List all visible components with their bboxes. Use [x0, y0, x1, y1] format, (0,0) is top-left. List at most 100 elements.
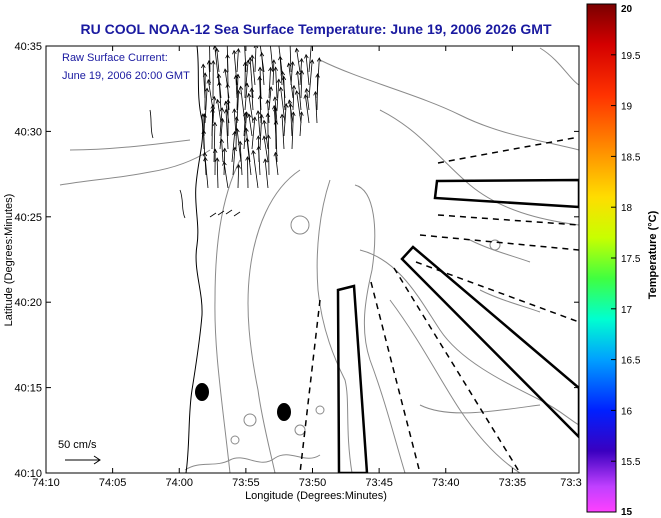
current-vector-head [299, 57, 304, 63]
current-vector-head [245, 156, 250, 161]
current-vector-head [246, 92, 252, 98]
x-axis-label: Longitude (Degrees:Minutes) [245, 490, 387, 502]
current-vector [249, 57, 254, 99]
current-vector [251, 55, 256, 86]
current-vector [235, 117, 238, 150]
current-vector-head [265, 99, 270, 104]
x-tick-label: 73:50 [299, 477, 327, 489]
current-vector [274, 107, 277, 150]
current-vector [268, 86, 272, 111]
current-vector-head [204, 87, 210, 93]
current-vector-head [223, 108, 229, 114]
current-vector [300, 70, 303, 99]
current-vector-head [232, 130, 237, 136]
colorbar-tick-label: 19 [621, 102, 633, 113]
x-tick-label: 73:45 [365, 477, 393, 489]
x-tick-label: 73:3 [560, 477, 581, 489]
current-vector [279, 56, 283, 86]
current-vector-head [247, 56, 253, 62]
current-vector-head [208, 40, 212, 44]
current-vector-head [315, 73, 320, 78]
colorbar-tick-label: 17 [621, 305, 633, 316]
station-marker [277, 403, 291, 421]
current-vector-head [250, 54, 255, 60]
colorbar-tick-label: 17.5 [621, 254, 641, 265]
current-vector-head [225, 41, 229, 45]
current-vector-head [294, 90, 300, 95]
current-vector-head [232, 146, 237, 152]
current-vector-head [242, 61, 248, 67]
current-vector-head [223, 68, 228, 74]
current-vector-head [236, 89, 241, 95]
study-boxes [336, 178, 579, 473]
current-vector [246, 138, 252, 176]
current-vector [204, 157, 209, 189]
current-vector [211, 108, 213, 150]
current-vector-head [233, 74, 239, 80]
current-vector [306, 88, 310, 111]
current-vector-head [219, 107, 225, 112]
current-vector [243, 112, 246, 137]
current-vector [259, 67, 262, 99]
current-vector-head [243, 39, 247, 43]
current-vector [213, 122, 216, 163]
current-vector [204, 88, 208, 124]
current-vector-head [225, 83, 230, 88]
current-vector [297, 71, 302, 111]
current-vector [233, 211, 241, 217]
current-vector-head [290, 61, 295, 66]
current-vector-head [309, 59, 315, 64]
current-vector [219, 107, 223, 137]
bathymetry-contours [59, 47, 579, 473]
current-vector-head [262, 135, 267, 141]
scale-label: 50 cm/s [58, 439, 97, 451]
current-vector [217, 210, 225, 216]
current-vector [252, 150, 259, 189]
current-vector [217, 99, 222, 124]
current-vector [291, 112, 294, 150]
current-vector-head [244, 82, 250, 88]
current-vector [296, 48, 301, 73]
current-vector-head [216, 73, 222, 79]
scale-arrow [65, 455, 101, 465]
current-vector [316, 73, 319, 111]
current-vector [244, 46, 247, 73]
current-vector [214, 46, 220, 86]
current-vector [251, 88, 254, 111]
current-vector-head [217, 81, 222, 86]
current-vector-head [278, 86, 284, 92]
current-vector [259, 95, 262, 124]
current-vector-head [303, 94, 308, 99]
current-vector-head [222, 147, 227, 153]
current-vector-head [277, 38, 281, 42]
colorbar-tick-label: 20 [621, 4, 633, 15]
annotation-line2: June 19, 2006 20:00 GMT [62, 70, 190, 82]
current-vector-head [235, 73, 241, 79]
y-tick-label: 40:25 [14, 212, 42, 224]
current-vector-head [251, 149, 256, 155]
current-vector-head [278, 55, 283, 61]
current-vector [239, 141, 243, 176]
current-vector [268, 67, 271, 99]
x-tick-label: 74:10 [32, 477, 60, 489]
current-vector-head [276, 78, 281, 84]
current-vector-head [304, 87, 310, 93]
current-vector-head [232, 108, 237, 113]
current-vector-head [268, 41, 272, 45]
current-vector [245, 128, 251, 163]
current-vector-head [316, 57, 322, 62]
current-vector [244, 83, 248, 111]
current-vector-head [259, 51, 265, 57]
current-vector-head [215, 98, 221, 104]
colorbar-tick-label: 15 [621, 507, 633, 518]
current-vector-head [291, 84, 297, 90]
y-axis-ticks: 40:35 40:30 40:25 40:20 40:15 40:10 [14, 41, 579, 480]
y-tick-label: 40:35 [14, 41, 42, 53]
current-vector-head [273, 66, 279, 72]
current-vector-head [256, 135, 261, 140]
y-tick-label: 40:20 [14, 297, 42, 309]
colorbar-ticks: 20 19.5 19 18.5 18 17.5 17 16.5 16 15.5 15 [611, 3, 641, 518]
current-vector [232, 147, 236, 176]
current-vector-head [281, 75, 287, 81]
current-vector-head [210, 59, 216, 65]
